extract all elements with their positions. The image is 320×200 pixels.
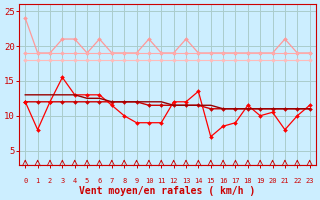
X-axis label: Vent moyen/en rafales ( km/h ): Vent moyen/en rafales ( km/h ) — [79, 186, 256, 196]
